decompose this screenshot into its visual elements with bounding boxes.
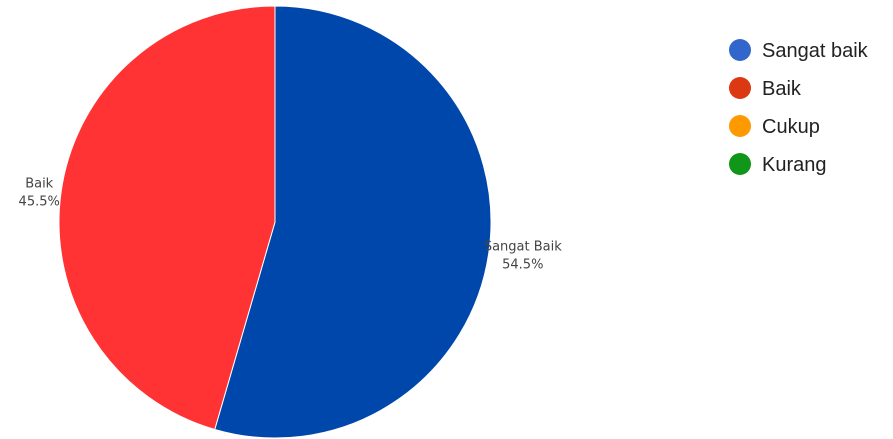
- legend-swatch: [729, 115, 751, 137]
- pie-slice-labels: Sangat Baik 54.5% Baik 45.5%: [19, 177, 563, 273]
- slice-label-percent: 54.5%: [502, 257, 543, 272]
- slice-label-name: Baik: [25, 177, 53, 192]
- legend-label: Cukup: [762, 116, 820, 138]
- pie-slice-sangat-baik[interactable]: [214, 5, 492, 439]
- legend-swatch: [729, 153, 751, 175]
- chart-legend: Sangat baik Baik Cukup Kurang: [729, 39, 869, 176]
- legend-label: Baik: [762, 78, 802, 100]
- legend-label: Sangat baik: [762, 40, 869, 62]
- legend-item-baik[interactable]: Baik: [729, 77, 802, 100]
- slice-label-name: Sangat Baik: [484, 239, 562, 254]
- legend-swatch: [729, 77, 751, 99]
- pie-slice-baik[interactable]: [58, 5, 276, 431]
- slice-label-baik: Baik 45.5%: [19, 177, 60, 210]
- legend-item-kurang[interactable]: Kurang: [729, 153, 827, 176]
- pie-slices: [58, 5, 492, 439]
- legend-item-cukup[interactable]: Cukup: [729, 115, 820, 138]
- legend-swatch: [729, 39, 751, 61]
- legend-label: Kurang: [762, 154, 827, 176]
- legend-item-sangat-baik[interactable]: Sangat baik: [729, 39, 869, 62]
- slice-label-sangat-baik: Sangat Baik 54.5%: [484, 239, 562, 272]
- slice-label-percent: 45.5%: [19, 195, 60, 210]
